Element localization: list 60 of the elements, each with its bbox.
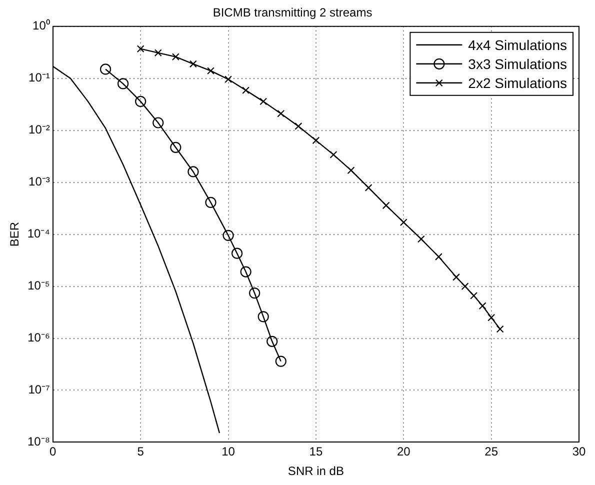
y-tick-label: 10⁻¹	[28, 70, 50, 85]
point	[364, 184, 372, 192]
point	[294, 122, 302, 130]
legend-label: 2x2 Simulations	[468, 74, 567, 91]
point	[172, 53, 180, 61]
point	[240, 266, 252, 278]
point	[312, 136, 320, 144]
x-tick-label: 30	[572, 444, 586, 459]
legend-label: 4x4 Simulations	[468, 36, 567, 53]
legend-label: 3x3 Simulations	[468, 56, 567, 72]
point	[188, 166, 199, 178]
point	[275, 356, 286, 367]
point	[417, 235, 425, 243]
point	[400, 218, 408, 226]
x-tick-label: 25	[484, 444, 498, 459]
x-tick-label: 10	[222, 444, 236, 459]
x-axis-title: SNR in dB	[288, 464, 344, 478]
point	[222, 230, 234, 242]
point	[496, 325, 504, 333]
point	[347, 166, 355, 174]
point	[135, 96, 146, 107]
point	[488, 314, 496, 322]
y-tick-label: 10⁻⁶	[28, 330, 50, 345]
point	[266, 336, 278, 347]
point	[260, 98, 268, 106]
point	[470, 292, 478, 300]
x-tick-label: 15	[309, 444, 323, 459]
point	[231, 248, 243, 259]
y-tick-label: 10⁻²	[28, 122, 50, 137]
point	[154, 49, 162, 57]
x-tick-label: 0	[50, 444, 57, 459]
chart-title: BICMB transmitting 2 streams	[212, 6, 372, 20]
point	[277, 110, 285, 118]
y-tick-label: 10⁻⁸	[27, 434, 50, 449]
x-tick-label: 5	[137, 444, 144, 459]
point	[136, 45, 144, 53]
point	[478, 302, 486, 310]
point	[382, 202, 390, 210]
y-tick-label: 10⁻³	[28, 174, 50, 189]
point	[434, 253, 442, 260]
x-tick-label: 20	[396, 444, 411, 459]
y-tick-label: 10⁰	[32, 18, 50, 33]
point	[100, 64, 112, 75]
point	[242, 86, 250, 94]
y-tick-label: 10⁻⁵	[28, 278, 50, 293]
point	[152, 117, 164, 128]
point	[118, 78, 129, 90]
point	[224, 76, 232, 84]
point	[461, 282, 469, 290]
point	[249, 288, 260, 299]
point	[258, 311, 269, 322]
y-tick-label: 10⁻⁴	[27, 226, 50, 241]
point	[189, 60, 197, 68]
point	[170, 142, 182, 153]
point	[330, 150, 338, 158]
point	[452, 273, 460, 281]
point	[207, 67, 214, 75]
y-axis-title: BER	[8, 222, 22, 247]
y-tick-label: 10⁻⁷	[28, 382, 50, 397]
point	[205, 196, 216, 208]
